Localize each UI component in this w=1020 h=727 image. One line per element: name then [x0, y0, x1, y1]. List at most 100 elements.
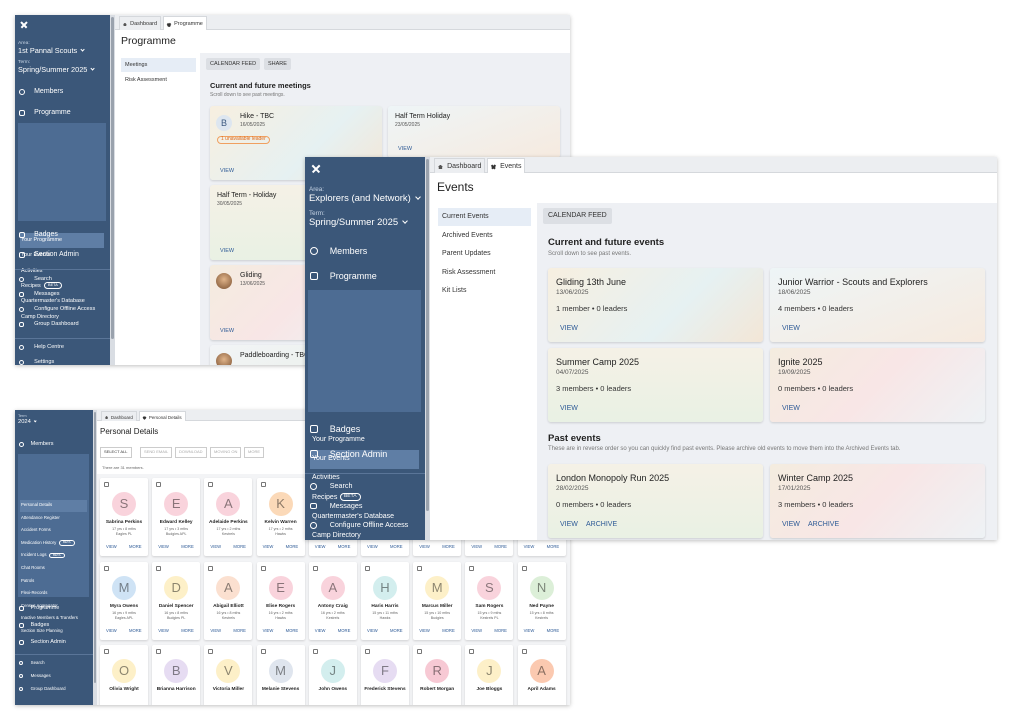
view-link[interactable]: VIEW [560, 325, 578, 332]
settings-link[interactable]: Settings [34, 359, 55, 365]
checkbox[interactable] [417, 649, 423, 654]
view-link[interactable]: VIEW [398, 146, 413, 152]
submenu-item[interactable]: Quartermaster's Database [312, 512, 395, 520]
view-link[interactable]: VIEW [419, 544, 430, 549]
event-card[interactable]: Junior Warrior - Scouts and Explorers 18/… [770, 268, 985, 342]
archive-link[interactable]: ARCHIVE [808, 521, 840, 528]
button[interactable]: CALENDAR FEED [206, 58, 261, 71]
close-icon[interactable] [491, 164, 496, 170]
more-link[interactable]: MORE [233, 627, 246, 633]
side-menu-item[interactable]: Archived Events [442, 231, 493, 239]
close-icon[interactable] [20, 21, 28, 29]
view-link[interactable]: VIEW [106, 627, 117, 633]
member-card[interactable]: A Abigail Elliott 16 yrs • 8 mths Kestrels V… [204, 561, 253, 640]
view-link[interactable]: VIEW [471, 627, 483, 633]
view-link[interactable]: VIEW [262, 544, 274, 549]
view-link[interactable]: VIEW [560, 405, 578, 412]
close-icon[interactable] [167, 22, 171, 27]
more-link[interactable]: MORE [494, 544, 507, 549]
nav-item[interactable]: Badges [329, 424, 361, 434]
submenu-item[interactable]: Camp Directory [21, 313, 59, 320]
checkbox[interactable] [417, 565, 423, 571]
checkbox[interactable] [469, 565, 475, 571]
side-menu-item[interactable]: Parent Updates [442, 250, 491, 258]
view-link[interactable]: VIEW [158, 544, 169, 549]
more-link[interactable]: MORE [181, 544, 194, 549]
toolbar-button[interactable]: MOVING ON [210, 447, 242, 458]
checkbox[interactable] [104, 565, 109, 571]
more-link[interactable]: MORE [546, 544, 560, 549]
help-link[interactable]: Help Centre [34, 344, 64, 350]
more-link[interactable]: MORE [442, 544, 455, 549]
member-card[interactable]: A Antony Craig 16 yrs • 2 mths Kestrels VIEW… [308, 561, 357, 640]
member-card[interactable]: E Edward Kelley 17 yrs • 3 mths Budgies APL… [152, 478, 201, 556]
view-link[interactable]: VIEW [782, 405, 800, 412]
tool-item[interactable]: Messages [30, 673, 51, 678]
checkbox[interactable] [260, 482, 266, 487]
event-card[interactable]: London Monopoly Run 2025 28/02/2025 0 memb… [548, 464, 763, 538]
submenu-item[interactable]: Quartermaster's Database [21, 298, 85, 305]
checkbox[interactable] [365, 565, 370, 571]
submenu-item[interactable]: Your Programme [312, 436, 365, 443]
submenu-item[interactable]: Census Aggregator [21, 602, 58, 608]
tab[interactable]: Programme [163, 16, 208, 30]
nav-item[interactable]: Section Admin [329, 449, 388, 459]
submenu-item[interactable]: Activities [21, 267, 43, 274]
submenu-item[interactable]: Attendance Register [21, 514, 60, 520]
view-link[interactable]: VIEW [220, 168, 235, 174]
view-link[interactable]: VIEW [210, 627, 222, 633]
side-menu-item[interactable]: Risk Assessment [125, 77, 167, 83]
more-link[interactable]: MORE [233, 544, 246, 549]
button[interactable]: SHARE [264, 58, 291, 71]
submenu-item[interactable]: Recipes [21, 282, 41, 289]
more-link[interactable]: MORE [285, 627, 299, 633]
nav-item[interactable]: Members [34, 88, 64, 95]
nav-item[interactable]: Programme [329, 271, 377, 281]
nav-item[interactable]: Members [329, 246, 368, 256]
member-card[interactable]: S Sabrina Perkins 17 yrs • 8 mths Eagles PL… [100, 478, 148, 556]
tool-item[interactable]: Group Dashboard [34, 321, 79, 327]
more-link[interactable]: MORE [129, 627, 142, 633]
area-name[interactable]: Explorers (and Network) [309, 193, 411, 205]
submenu-item[interactable]: Chat Rooms [21, 565, 45, 570]
view-link[interactable]: VIEW [523, 627, 535, 633]
checkbox[interactable] [312, 565, 318, 571]
close-icon[interactable] [311, 164, 321, 174]
view-link[interactable]: VIEW [220, 248, 235, 254]
more-link[interactable]: MORE [390, 627, 403, 633]
submenu-item[interactable]: Activities [312, 474, 340, 482]
view-link[interactable]: VIEW [262, 627, 274, 633]
checkbox[interactable] [521, 565, 527, 571]
side-menu-item[interactable]: Kit Lists [442, 287, 467, 295]
side-menu-item[interactable]: Risk Assessment [442, 268, 496, 276]
checkbox[interactable] [156, 649, 162, 654]
more-link[interactable]: MORE [129, 544, 142, 549]
submenu-item[interactable]: Flexi-Records [21, 590, 48, 596]
tab[interactable]: Dashboard [101, 411, 137, 421]
submenu-item[interactable]: Your Programme [21, 237, 63, 243]
nav-item[interactable]: Programme [30, 605, 60, 611]
event-card[interactable]: Summer Camp 2025 04/07/2025 3 members • 0 … [548, 348, 763, 422]
submenu-item[interactable]: Camp Directory [312, 532, 361, 539]
checkbox[interactable] [208, 565, 214, 571]
view-link[interactable]: VIEW [314, 627, 326, 633]
checkbox[interactable] [365, 649, 370, 654]
submenu-item[interactable]: Inactive Members & Transfers [21, 615, 78, 621]
more-link[interactable]: MORE [494, 627, 507, 633]
nav-item[interactable]: Section Admin [30, 639, 66, 645]
member-card[interactable]: M Myra Owens 16 yrs • 9 mths Eagles APL VIEW… [100, 561, 148, 640]
close-icon[interactable] [142, 415, 147, 420]
submenu-item[interactable]: Personal Details [21, 502, 53, 507]
toolbar-button[interactable]: MORE [244, 447, 264, 458]
more-link[interactable]: MORE [337, 627, 351, 633]
view-link[interactable]: VIEW [210, 544, 222, 549]
view-link[interactable]: VIEW [560, 521, 578, 528]
calendar-feed-button[interactable]: CALENDAR FEED [543, 208, 612, 225]
